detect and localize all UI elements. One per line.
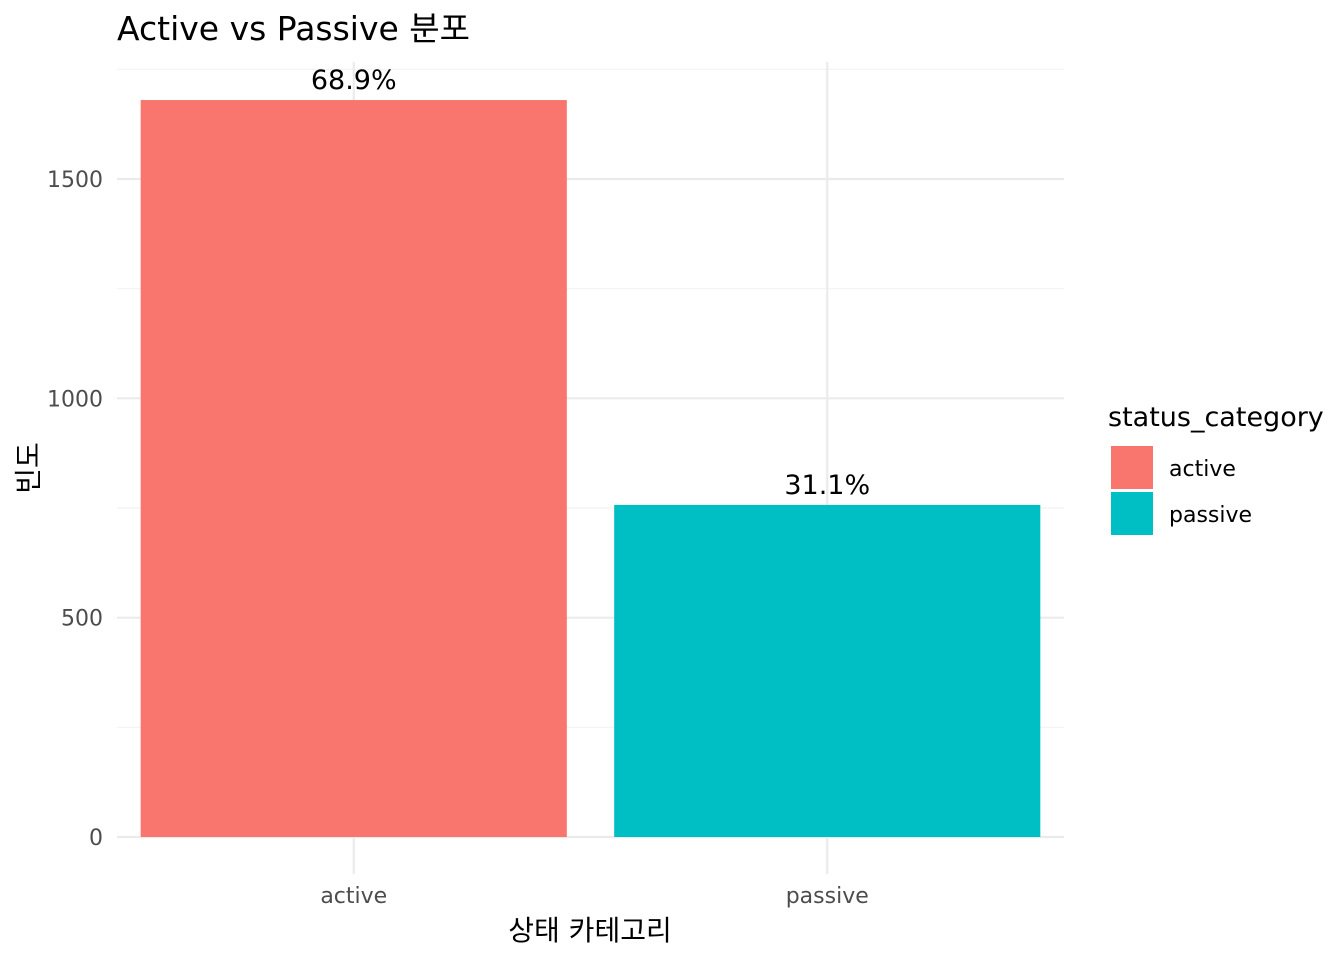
y-tick-label: 500 xyxy=(61,607,103,632)
legend-key-active xyxy=(1111,446,1153,489)
chart-title: Active vs Passive 분포 xyxy=(117,9,470,48)
bar-value-labels: 68.9% 31.1% xyxy=(311,65,870,501)
bar-label-active: 68.9% xyxy=(311,65,397,96)
legend: status_category active passive xyxy=(1108,402,1324,535)
bars xyxy=(140,100,1041,838)
x-axis-title: 상태 카테고리 xyxy=(508,914,671,947)
y-axis-title: 빈도 xyxy=(12,442,45,494)
legend-label-active: active xyxy=(1169,457,1236,482)
legend-items: active passive xyxy=(1111,446,1252,535)
legend-label-passive: passive xyxy=(1169,503,1252,528)
x-tick-label: active xyxy=(320,884,387,909)
bar-label-passive: 31.1% xyxy=(784,470,870,501)
bar-active xyxy=(140,100,567,838)
bar-passive xyxy=(614,504,1041,837)
legend-key-passive xyxy=(1111,492,1153,535)
legend-title: status_category xyxy=(1108,402,1324,433)
y-tick-label: 1500 xyxy=(47,168,103,193)
x-tick-label: passive xyxy=(786,884,869,909)
y-axis: 0 500 1000 1500 xyxy=(47,168,103,851)
y-tick-label: 0 xyxy=(89,826,103,851)
y-tick-label: 1000 xyxy=(47,387,103,412)
x-axis: active passive xyxy=(320,884,868,909)
